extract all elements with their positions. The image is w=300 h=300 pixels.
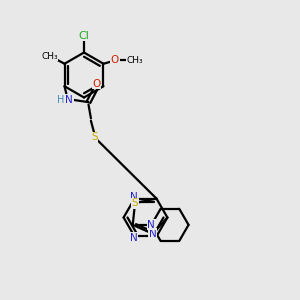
Text: Cl: Cl xyxy=(79,31,89,41)
Text: H: H xyxy=(57,95,64,105)
Text: CH₃: CH₃ xyxy=(41,52,58,61)
Text: N: N xyxy=(130,192,137,202)
Text: CH₃: CH₃ xyxy=(126,56,143,64)
Text: S: S xyxy=(132,198,138,208)
Text: N: N xyxy=(149,229,157,239)
Text: N: N xyxy=(130,233,137,243)
Text: O: O xyxy=(111,55,119,65)
Text: N: N xyxy=(65,95,73,105)
Text: S: S xyxy=(91,132,98,142)
Text: N: N xyxy=(148,220,155,230)
Text: O: O xyxy=(92,79,101,88)
